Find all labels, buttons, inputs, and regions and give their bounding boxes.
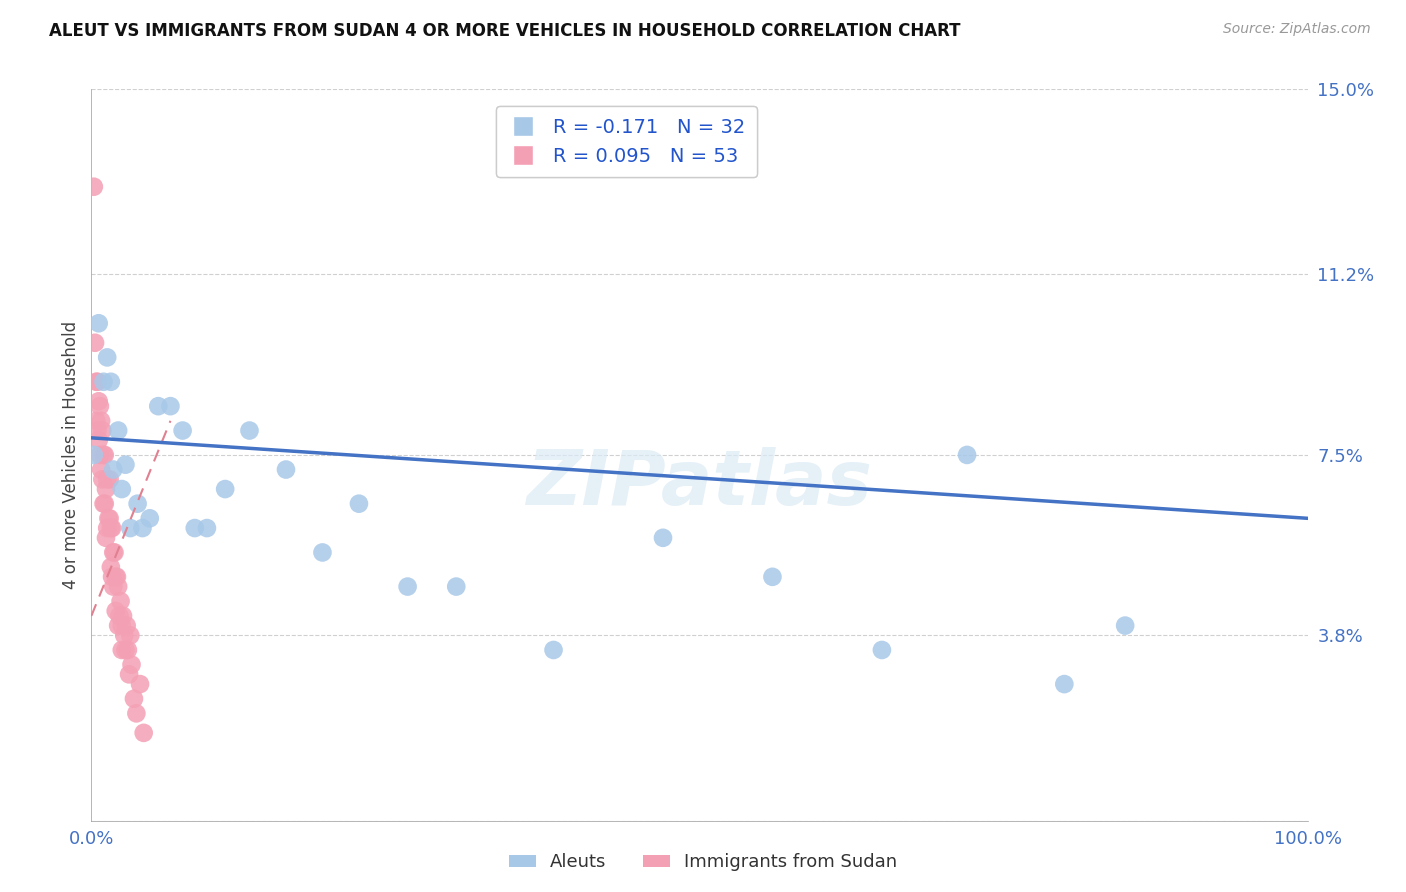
Point: [115, 618, 138, 632]
Point: [94, 497, 117, 511]
Point: [84, 375, 107, 389]
Text: Source: ZipAtlas.com: Source: ZipAtlas.com: [1223, 22, 1371, 37]
Point: [111, 618, 134, 632]
Point: [96, 351, 118, 365]
Point: [107, 424, 129, 438]
Point: [98, 472, 121, 486]
Point: [100, 560, 122, 574]
Point: [956, 448, 979, 462]
Point: [97, 511, 120, 525]
Point: [172, 424, 194, 438]
Legend: Aleuts, Immigrants from Sudan: Aleuts, Immigrants from Sudan: [502, 847, 904, 879]
Point: [195, 521, 218, 535]
Point: [117, 643, 139, 657]
Point: [111, 608, 134, 623]
Point: [86, 375, 108, 389]
Point: [107, 580, 129, 594]
Point: [148, 399, 170, 413]
Point: [111, 643, 134, 657]
Point: [1114, 618, 1136, 632]
Point: [159, 399, 181, 413]
Point: [274, 462, 297, 476]
Point: [870, 643, 893, 657]
Point: [129, 677, 152, 691]
Point: [100, 521, 122, 535]
Point: [120, 628, 142, 642]
Point: [83, 179, 105, 194]
Legend: R = -0.171   N = 32, R = 0.095   N = 53: R = -0.171 N = 32, R = 0.095 N = 53: [496, 106, 756, 178]
Point: [347, 497, 370, 511]
Y-axis label: 4 or more Vehicles in Household: 4 or more Vehicles in Household: [62, 321, 80, 589]
Point: [131, 521, 153, 535]
Point: [132, 726, 155, 740]
Point: [94, 531, 117, 545]
Text: ALEUT VS IMMIGRANTS FROM SUDAN 4 OR MORE VEHICLES IN HOUSEHOLD CORRELATION CHART: ALEUT VS IMMIGRANTS FROM SUDAN 4 OR MORE…: [49, 22, 960, 40]
Point: [110, 594, 132, 608]
Point: [1053, 677, 1076, 691]
Point: [93, 448, 115, 462]
Point: [112, 628, 135, 642]
Point: [652, 531, 675, 545]
Point: [114, 458, 136, 472]
Point: [103, 462, 125, 476]
Point: [127, 497, 149, 511]
Point: [89, 399, 111, 413]
Point: [98, 511, 121, 525]
Point: [84, 335, 107, 350]
Point: [103, 545, 125, 559]
Point: [89, 448, 111, 462]
Point: [94, 448, 117, 462]
Point: [114, 643, 136, 657]
Point: [86, 424, 108, 438]
Point: [100, 375, 122, 389]
Point: [87, 394, 110, 409]
Point: [184, 521, 207, 535]
Point: [91, 424, 114, 438]
Point: [107, 618, 129, 632]
Point: [444, 580, 467, 594]
Point: [104, 604, 127, 618]
Point: [93, 497, 115, 511]
Point: [84, 414, 107, 428]
Text: ZIPatlas: ZIPatlas: [526, 447, 873, 521]
Point: [121, 657, 143, 672]
Point: [122, 691, 145, 706]
Point: [87, 434, 110, 448]
Point: [90, 414, 112, 428]
Point: [396, 580, 419, 594]
Point: [120, 521, 142, 535]
Point: [111, 482, 134, 496]
Point: [91, 472, 114, 486]
Point: [311, 545, 333, 559]
Point: [543, 643, 565, 657]
Point: [96, 521, 118, 535]
Point: [96, 472, 118, 486]
Point: [139, 511, 162, 525]
Point: [103, 545, 125, 559]
Point: [104, 570, 127, 584]
Point: [103, 580, 125, 594]
Point: [105, 570, 128, 584]
Point: [761, 570, 783, 584]
Point: [83, 448, 105, 462]
Point: [101, 570, 124, 584]
Point: [108, 608, 131, 623]
Point: [214, 482, 236, 496]
Point: [238, 424, 260, 438]
Point: [118, 667, 141, 681]
Point: [101, 521, 124, 535]
Point: [90, 462, 112, 476]
Point: [125, 706, 148, 721]
Point: [93, 375, 115, 389]
Point: [94, 482, 117, 496]
Point: [87, 316, 110, 330]
